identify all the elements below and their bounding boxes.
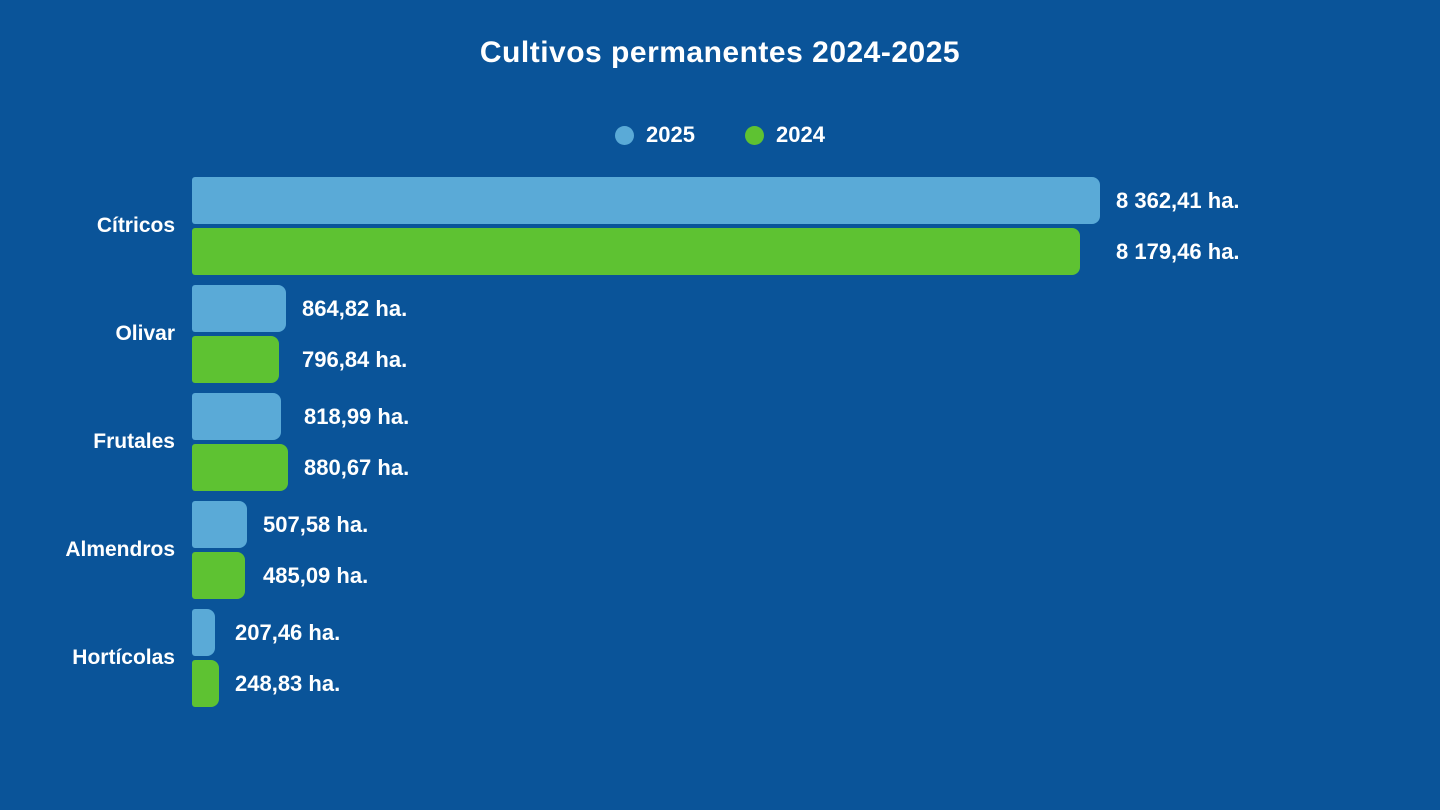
bar-line: 507,58 ha. xyxy=(192,501,1440,548)
bar-line: 485,09 ha. xyxy=(192,552,1440,599)
bar-line: 818,99 ha. xyxy=(192,393,1440,440)
chart-row: Olivar 864,82 ha. 796,84 ha. xyxy=(0,285,1440,383)
bar-group: 818,99 ha. 880,67 ha. xyxy=(192,393,1440,491)
value-label: 8 362,41 ha. xyxy=(1116,187,1240,213)
chart-rows: Cítricos 8 362,41 ha. 8 179,46 ha. Olivar 86… xyxy=(0,177,1440,717)
value-label: 207,46 ha. xyxy=(235,619,341,645)
value-label: 796,84 ha. xyxy=(302,346,408,372)
bar-line: 796,84 ha. xyxy=(192,336,1440,383)
value-label: 248,83 ha. xyxy=(235,670,341,696)
legend-dot-2025-icon xyxy=(615,125,635,145)
bar-2025-Olivar xyxy=(192,285,286,332)
bar-2024-Cítricos xyxy=(192,228,1080,275)
bar-group: 8 362,41 ha. 8 179,46 ha. xyxy=(192,177,1440,275)
legend-label-2025: 2025 xyxy=(646,122,695,147)
category-label: Olivar xyxy=(115,322,175,345)
legend-item-2024[interactable]: 2024 xyxy=(745,122,825,148)
bar-group: 864,82 ha. 796,84 ha. xyxy=(192,285,1440,383)
bar-line: 880,67 ha. xyxy=(192,444,1440,491)
chart-row: Cítricos 8 362,41 ha. 8 179,46 ha. xyxy=(0,177,1440,275)
bar-2025-Hortícolas xyxy=(192,609,215,656)
value-label: 8 179,46 ha. xyxy=(1116,238,1240,264)
bar-2024-Hortícolas xyxy=(192,660,219,707)
legend: 2025 2024 xyxy=(0,122,1440,148)
value-label: 507,58 ha. xyxy=(263,511,369,537)
category-label: Hortícolas xyxy=(72,646,175,669)
value-label: 864,82 ha. xyxy=(302,295,408,321)
bar-line: 8 362,41 ha. xyxy=(192,177,1440,224)
value-label: 818,99 ha. xyxy=(304,403,410,429)
chart-title: Cultivos permanentes 2024-2025 xyxy=(479,36,961,69)
chart-row: Hortícolas 207,46 ha. 248,83 ha. xyxy=(0,609,1440,707)
bar-line: 207,46 ha. xyxy=(192,609,1440,656)
chart-row: Frutales 818,99 ha. 880,67 ha. xyxy=(0,393,1440,491)
category-label: Almendros xyxy=(65,538,175,561)
legend-dot-2024-icon xyxy=(745,125,764,145)
bar-2024-Almendros xyxy=(192,552,245,599)
bar-line: 8 179,46 ha. xyxy=(192,228,1440,275)
bar-2024-Frutales xyxy=(192,444,288,491)
chart-row: Almendros 507,58 ha. 485,09 ha. xyxy=(0,501,1440,599)
category-label: Cítricos xyxy=(96,214,175,237)
bar-line: 864,82 ha. xyxy=(192,285,1440,332)
value-label: 485,09 ha. xyxy=(263,562,369,588)
category-label: Frutales xyxy=(93,430,175,453)
bar-2025-Almendros xyxy=(192,501,247,548)
bar-2025-Frutales xyxy=(192,393,281,440)
legend-label-2024: 2024 xyxy=(776,122,825,147)
value-label: 880,67 ha. xyxy=(304,454,410,480)
bar-group: 507,58 ha. 485,09 ha. xyxy=(192,501,1440,599)
bar-group: 207,46 ha. 248,83 ha. xyxy=(192,609,1440,707)
bar-2025-Cítricos xyxy=(192,177,1100,224)
legend-item-2025[interactable]: 2025 xyxy=(615,122,695,148)
bar-2024-Olivar xyxy=(192,336,279,383)
bar-line: 248,83 ha. xyxy=(192,660,1440,707)
